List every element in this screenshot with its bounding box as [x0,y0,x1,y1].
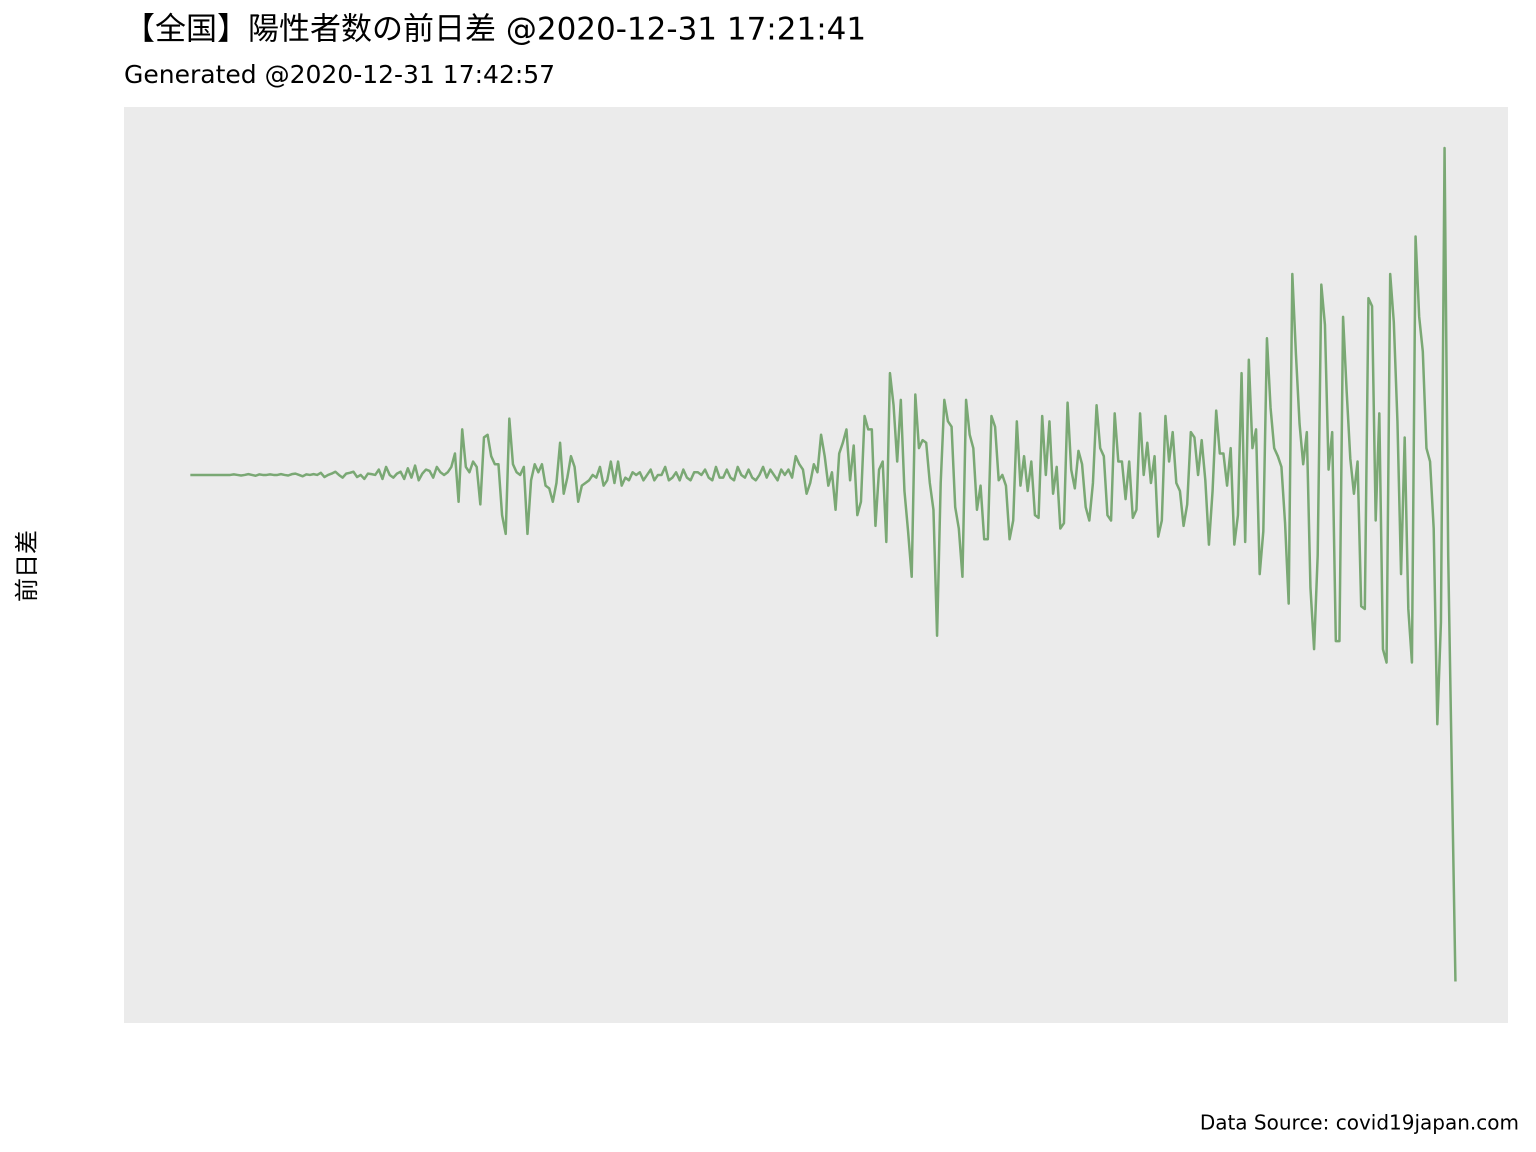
chart-title: 【全国】陽性者数の前日差 @2020-12-31 17:21:41 [124,12,866,48]
chart-subtitle: Generated @2020-12-31 17:42:57 [124,60,555,89]
y-axis-title: 前日差 [13,530,41,602]
data-line [190,146,1457,982]
marks [190,146,1457,982]
plot-panel [124,107,1508,1023]
caption: Data Source: covid19japan.com [1200,1111,1519,1135]
